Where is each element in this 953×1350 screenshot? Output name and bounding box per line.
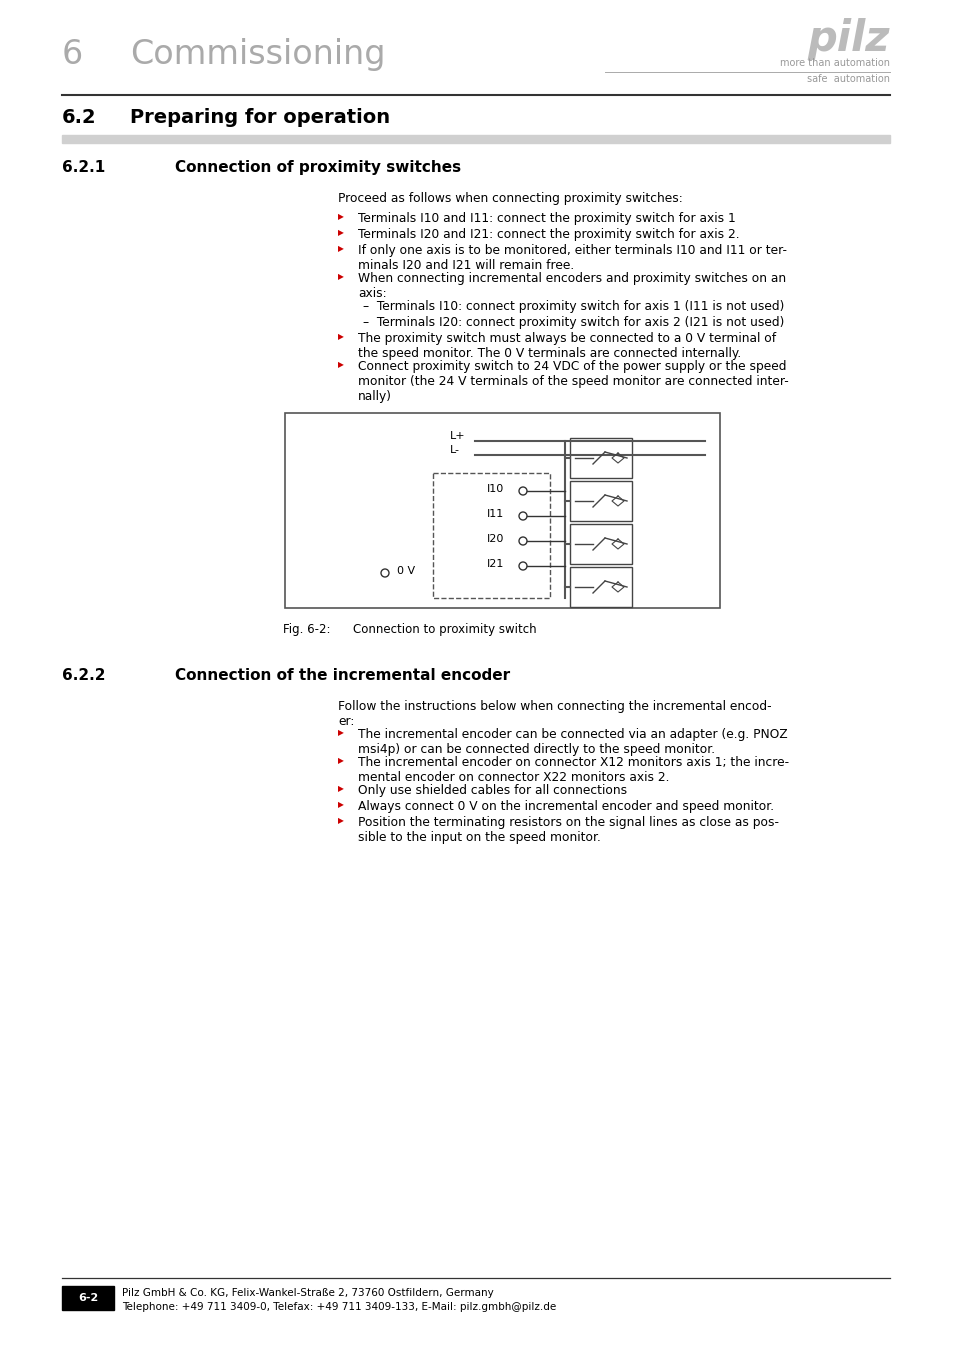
Text: L+: L+	[450, 431, 465, 441]
Text: Follow the instructions below when connecting the incremental encod-
er:: Follow the instructions below when conne…	[337, 701, 771, 728]
Bar	[569, 567, 631, 608]
Text: Proceed as follows when connecting proximity switches:: Proceed as follows when connecting proxi…	[337, 192, 682, 205]
Text: Telephone: +49 711 3409-0, Telefax: +49 711 3409-133, E-Mail: pilz.gmbh@pilz.de: Telephone: +49 711 3409-0, Telefax: +49 …	[122, 1301, 556, 1312]
Text: Terminals I10 and I11: connect the proximity switch for axis 1: Terminals I10 and I11: connect the proxi…	[357, 212, 735, 225]
Text: Only use shielded cables for all connections: Only use shielded cables for all connect…	[357, 784, 626, 796]
Text: ▶: ▶	[337, 228, 343, 238]
Text: –  Terminals I10: connect proximity switch for axis 1 (I11 is not used): – Terminals I10: connect proximity switc…	[363, 300, 783, 313]
Text: Fig. 6-2:      Connection to proximity switch: Fig. 6-2: Connection to proximity switch	[283, 622, 536, 636]
Text: safe  automation: safe automation	[806, 74, 889, 84]
Bar	[285, 413, 720, 608]
Circle shape	[518, 512, 526, 520]
Text: ▶: ▶	[337, 332, 343, 342]
Text: Position the terminating resistors on the signal lines as close as pos-
sible to: Position the terminating resistors on th…	[357, 815, 779, 844]
Text: The proximity switch must always be connected to a 0 V terminal of
the speed mon: The proximity switch must always be conn…	[357, 332, 776, 360]
Text: I11: I11	[486, 509, 504, 518]
Text: ▶: ▶	[337, 244, 343, 252]
Text: 0 V: 0 V	[396, 566, 415, 576]
Text: 6.2: 6.2	[62, 108, 96, 127]
Text: ▶: ▶	[337, 271, 343, 281]
Text: Preparing for operation: Preparing for operation	[130, 108, 390, 127]
Circle shape	[518, 487, 526, 495]
Bar	[569, 524, 631, 564]
Text: 6.2.1: 6.2.1	[62, 161, 105, 176]
Bar	[62, 1287, 113, 1310]
Text: L-: L-	[450, 446, 459, 455]
Text: 6: 6	[62, 38, 83, 72]
Bar	[62, 135, 889, 143]
Text: If only one axis is to be monitored, either terminals I10 and I11 or ter-
minals: If only one axis is to be monitored, eit…	[357, 244, 786, 271]
Text: more than automation: more than automation	[780, 58, 889, 68]
Text: ▶: ▶	[337, 801, 343, 809]
Text: 6-2: 6-2	[78, 1293, 98, 1303]
Text: ▶: ▶	[337, 212, 343, 221]
Text: Connect proximity switch to 24 VDC of the power supply or the speed
monitor (the: Connect proximity switch to 24 VDC of th…	[357, 360, 788, 404]
Circle shape	[380, 568, 389, 576]
Text: Terminals I20 and I21: connect the proximity switch for axis 2.: Terminals I20 and I21: connect the proxi…	[357, 228, 739, 242]
Bar	[569, 437, 631, 478]
Text: pilz: pilz	[806, 18, 889, 59]
Bar	[433, 472, 550, 598]
Text: ▶: ▶	[337, 728, 343, 737]
Text: The incremental encoder on connector X12 monitors axis 1; the incre-
mental enco: The incremental encoder on connector X12…	[357, 756, 788, 784]
Text: –  Terminals I20: connect proximity switch for axis 2 (I21 is not used): – Terminals I20: connect proximity switc…	[363, 316, 783, 329]
Text: ▶: ▶	[337, 815, 343, 825]
Text: 6.2.2: 6.2.2	[62, 668, 106, 683]
Text: ▶: ▶	[337, 360, 343, 369]
Text: I20: I20	[486, 535, 504, 544]
Text: Always connect 0 V on the incremental encoder and speed monitor.: Always connect 0 V on the incremental en…	[357, 801, 773, 813]
Text: The incremental encoder can be connected via an adapter (e.g. PNOZ
msi4p) or can: The incremental encoder can be connected…	[357, 728, 787, 756]
Text: ▶: ▶	[337, 756, 343, 765]
Bar	[569, 481, 631, 521]
Circle shape	[518, 562, 526, 570]
Text: I10: I10	[486, 485, 504, 494]
Text: When connecting incremental encoders and proximity switches on an
axis:: When connecting incremental encoders and…	[357, 271, 785, 300]
Text: Connection of proximity switches: Connection of proximity switches	[174, 161, 460, 176]
Circle shape	[518, 537, 526, 545]
Text: I21: I21	[486, 559, 504, 568]
Text: Connection of the incremental encoder: Connection of the incremental encoder	[174, 668, 510, 683]
Text: ▶: ▶	[337, 784, 343, 792]
Text: Pilz GmbH & Co. KG, Felix-Wankel-Straße 2, 73760 Ostfildern, Germany: Pilz GmbH & Co. KG, Felix-Wankel-Straße …	[122, 1288, 494, 1297]
Text: Commissioning: Commissioning	[130, 38, 385, 72]
